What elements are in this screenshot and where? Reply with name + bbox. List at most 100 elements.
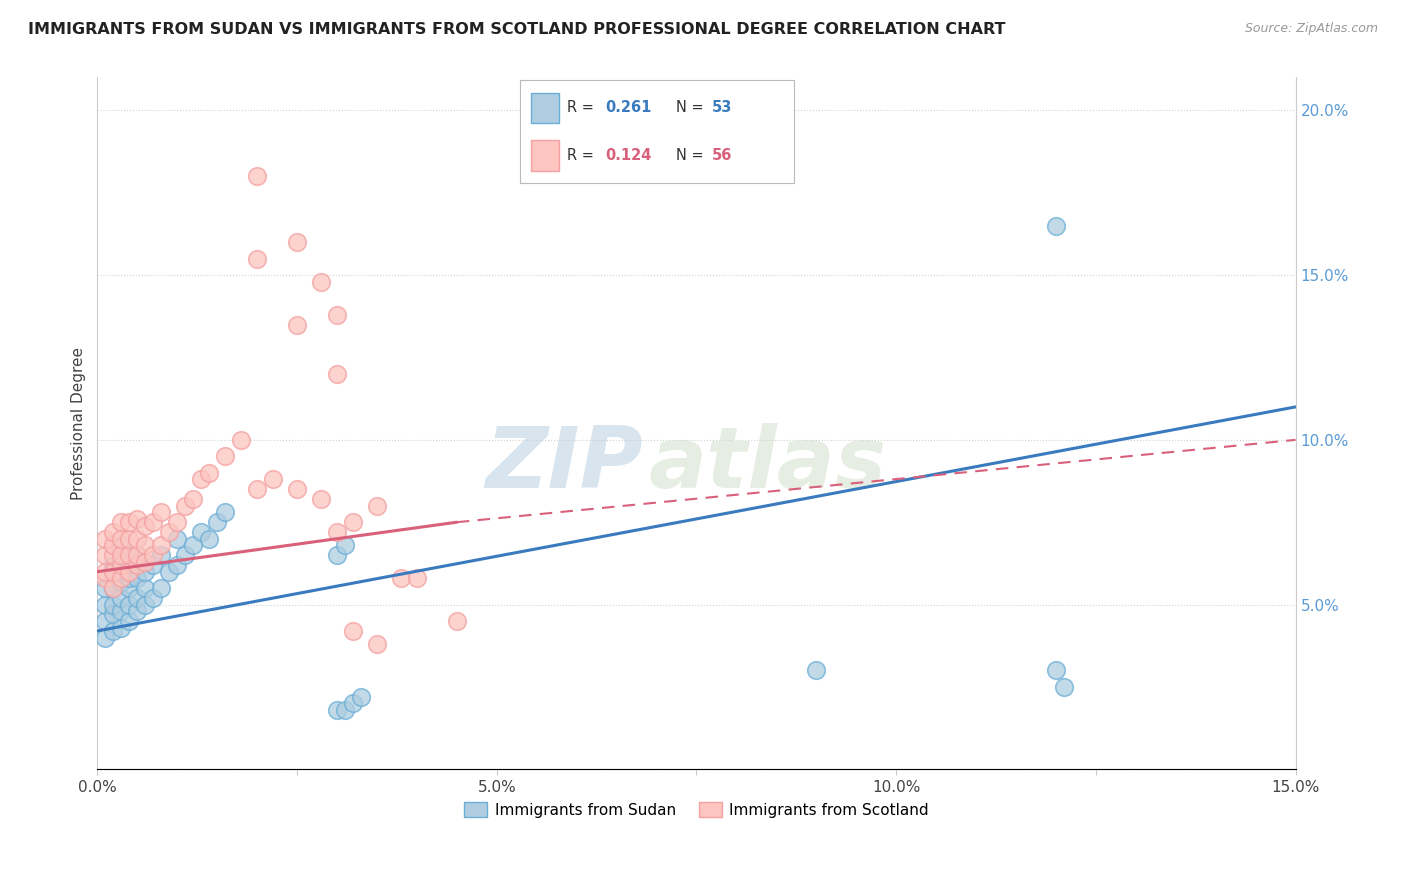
Point <box>157 565 180 579</box>
Point <box>285 235 308 249</box>
Point <box>142 591 165 605</box>
Point <box>110 548 132 562</box>
Point <box>326 367 349 381</box>
Point <box>198 466 221 480</box>
Point <box>326 703 349 717</box>
Point <box>366 499 388 513</box>
Point <box>118 558 141 572</box>
Point <box>190 525 212 540</box>
Point <box>94 548 117 562</box>
Point <box>309 275 332 289</box>
Y-axis label: Professional Degree: Professional Degree <box>72 347 86 500</box>
Point <box>350 690 373 704</box>
Point <box>174 499 197 513</box>
Point <box>134 555 156 569</box>
Point <box>118 565 141 579</box>
Point <box>150 581 173 595</box>
Point <box>94 571 117 585</box>
Point <box>110 574 132 589</box>
Point <box>103 581 125 595</box>
Point <box>94 565 117 579</box>
Point <box>110 621 132 635</box>
Point <box>366 637 388 651</box>
Point <box>103 525 125 540</box>
Text: R =: R = <box>567 101 599 115</box>
Point <box>342 515 364 529</box>
Text: atlas: atlas <box>648 424 887 507</box>
Point <box>110 538 132 552</box>
Point <box>157 525 180 540</box>
Point <box>333 703 356 717</box>
Point <box>127 548 149 562</box>
Text: N =: N = <box>676 101 709 115</box>
Point <box>110 555 132 569</box>
Point <box>150 538 173 552</box>
Point <box>166 558 188 572</box>
Text: R =: R = <box>567 148 599 162</box>
Text: IMMIGRANTS FROM SUDAN VS IMMIGRANTS FROM SCOTLAND PROFESSIONAL DEGREE CORRELATIO: IMMIGRANTS FROM SUDAN VS IMMIGRANTS FROM… <box>28 22 1005 37</box>
Point <box>285 483 308 497</box>
Point <box>94 598 117 612</box>
Point <box>127 604 149 618</box>
Point <box>342 624 364 638</box>
Point <box>326 548 349 562</box>
Point <box>333 538 356 552</box>
Point <box>103 565 125 579</box>
Point <box>166 532 188 546</box>
Point <box>285 318 308 332</box>
Point <box>103 565 125 579</box>
Point <box>103 581 125 595</box>
Point <box>214 505 236 519</box>
Text: ZIP: ZIP <box>485 424 643 507</box>
Bar <box>531 140 558 170</box>
Point <box>103 548 125 562</box>
Point <box>1045 664 1067 678</box>
Point <box>174 548 197 562</box>
Point <box>150 548 173 562</box>
Point <box>110 558 132 572</box>
Point <box>110 591 132 605</box>
Point <box>103 538 125 552</box>
Point <box>134 518 156 533</box>
Point <box>110 565 132 579</box>
Point <box>118 548 141 562</box>
Point <box>166 515 188 529</box>
Point <box>127 512 149 526</box>
Point <box>110 571 132 585</box>
Point <box>118 598 141 612</box>
Point <box>246 169 269 184</box>
Point <box>181 538 204 552</box>
Point <box>103 598 125 612</box>
Point <box>246 483 269 497</box>
Point <box>118 571 141 585</box>
Text: Source: ZipAtlas.com: Source: ZipAtlas.com <box>1244 22 1378 36</box>
Point <box>127 532 149 546</box>
Point <box>309 492 332 507</box>
Point <box>389 571 412 585</box>
Point <box>94 631 117 645</box>
Point <box>103 558 125 572</box>
Point <box>134 598 156 612</box>
Point <box>1045 219 1067 233</box>
Text: 0.124: 0.124 <box>605 148 651 162</box>
Point <box>342 697 364 711</box>
Point <box>446 614 468 628</box>
Point <box>134 581 156 595</box>
Text: 53: 53 <box>711 101 733 115</box>
Point <box>127 558 149 572</box>
Point <box>94 581 117 595</box>
Point <box>110 604 132 618</box>
Point <box>142 558 165 572</box>
Point <box>198 532 221 546</box>
Point <box>134 538 156 552</box>
Point <box>118 515 141 529</box>
Point <box>326 525 349 540</box>
Point <box>118 581 141 595</box>
Point <box>190 472 212 486</box>
Text: 56: 56 <box>711 148 733 162</box>
Point <box>134 565 156 579</box>
Point <box>181 492 204 507</box>
Bar <box>531 93 558 123</box>
Point <box>127 591 149 605</box>
Text: N =: N = <box>676 148 709 162</box>
